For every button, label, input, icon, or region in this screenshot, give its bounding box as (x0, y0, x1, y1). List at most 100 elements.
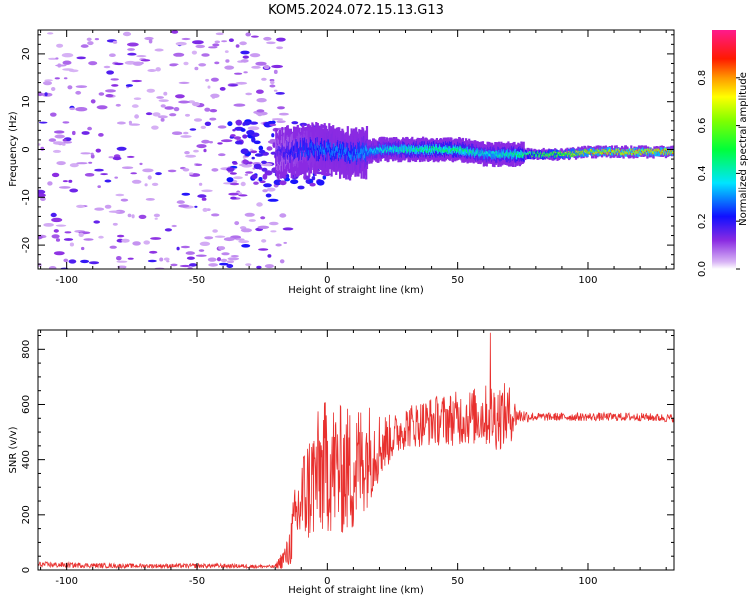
noise-blob (199, 241, 211, 246)
onset-blob (253, 140, 261, 145)
onset-blob (249, 121, 259, 125)
noise-blob (38, 92, 43, 97)
onset-blob (235, 119, 243, 126)
noise-blob (244, 212, 255, 217)
onset-blob (253, 181, 259, 185)
onset-blob (253, 163, 262, 170)
noise-blob (221, 40, 228, 43)
noise-blob (224, 65, 235, 70)
noise-blob (88, 261, 100, 265)
x-tick-label: 0 (324, 576, 330, 587)
noise-blob (233, 103, 246, 107)
noise-blob (189, 263, 197, 267)
noise-blob (163, 91, 168, 96)
noise-blob (75, 90, 82, 95)
noise-blob (98, 235, 104, 239)
noise-blob (267, 198, 279, 202)
noise-blob (180, 135, 192, 138)
noise-blob (38, 235, 43, 240)
noise-blob (240, 181, 246, 187)
noise-blob (50, 112, 57, 117)
noise-blob (63, 238, 74, 241)
noise-blob (69, 188, 79, 193)
noise-blob (263, 36, 272, 41)
noise-blob (245, 171, 254, 174)
noise-blob (256, 109, 265, 113)
noise-blob (195, 254, 207, 257)
noise-blob (260, 216, 266, 220)
noise-blob (275, 243, 282, 247)
noise-blob (44, 79, 53, 82)
noise-blob (127, 257, 134, 260)
onset-blob (226, 167, 235, 172)
noise-blob (212, 43, 220, 47)
noise-blob (80, 152, 91, 155)
noise-blob (121, 166, 134, 169)
noise-blob (228, 192, 240, 196)
noise-blob (276, 120, 286, 123)
noise-blob (58, 186, 71, 189)
noise-blob (147, 259, 157, 263)
noise-blob (171, 30, 179, 34)
noise-blob (76, 204, 85, 208)
noise-blob (198, 63, 207, 67)
noise-blob (103, 65, 111, 69)
noise-blob (214, 235, 226, 238)
noise-blob (224, 50, 229, 53)
onset-blob (226, 177, 234, 183)
noise-blob (195, 163, 203, 166)
noise-blob (273, 69, 278, 74)
y-tick-label: 0 (21, 567, 32, 573)
noise-blob (116, 260, 128, 263)
noise-blob (108, 156, 114, 159)
noise-blob (261, 239, 267, 243)
noise-blob (100, 173, 108, 176)
noise-blob (147, 175, 152, 180)
noise-blob (98, 92, 105, 96)
noise-blob (87, 41, 94, 46)
noise-blob (169, 113, 177, 117)
noise-blob (226, 260, 235, 264)
noise-blob (109, 53, 116, 57)
onset-blob (263, 183, 272, 188)
noise-blob (106, 70, 114, 75)
x-tick-label: -50 (189, 275, 205, 286)
noise-blob (51, 87, 56, 91)
snr-x-label: Height of straight line (km) (288, 585, 424, 596)
noise-blob (144, 183, 148, 187)
y-tick-label: -10 (21, 189, 32, 205)
noise-blob (209, 141, 213, 144)
noise-blob (194, 66, 199, 71)
noise-blob (178, 204, 190, 208)
noise-blob (258, 248, 269, 251)
noise-blob (201, 53, 210, 57)
y-tick-label: 20 (21, 48, 32, 61)
noise-blob (128, 120, 132, 125)
noise-blob (64, 231, 72, 234)
noise-blob (223, 237, 235, 242)
noise-blob (47, 32, 54, 35)
noise-blob (47, 181, 53, 186)
noise-blob (63, 258, 69, 263)
colorbar: 0.0 0.2 0.4 0.6 0.8 Normalized spectral ampl… (697, 30, 749, 277)
snr-y-label: SNR (v/v) (8, 426, 19, 473)
noise-blob (167, 169, 177, 173)
noise-blob (211, 213, 220, 217)
noise-blob (38, 189, 46, 195)
colorbar-tick-label: 0.4 (697, 165, 708, 181)
noise-blob (152, 112, 161, 117)
noise-blob (132, 241, 141, 246)
noise-blob (185, 154, 197, 158)
colorbar-tick-label: 0.2 (697, 213, 708, 229)
noise-blob (144, 36, 154, 41)
noise-blob (251, 65, 261, 69)
noise-blob (105, 89, 116, 93)
noise-blob (192, 102, 200, 107)
onset-blob (263, 121, 272, 128)
noise-blob (54, 77, 60, 80)
noise-blob (72, 130, 76, 136)
noise-blob (238, 194, 248, 197)
noise-blob (201, 189, 213, 193)
onset-blob (309, 182, 316, 187)
noise-blob (215, 32, 224, 36)
